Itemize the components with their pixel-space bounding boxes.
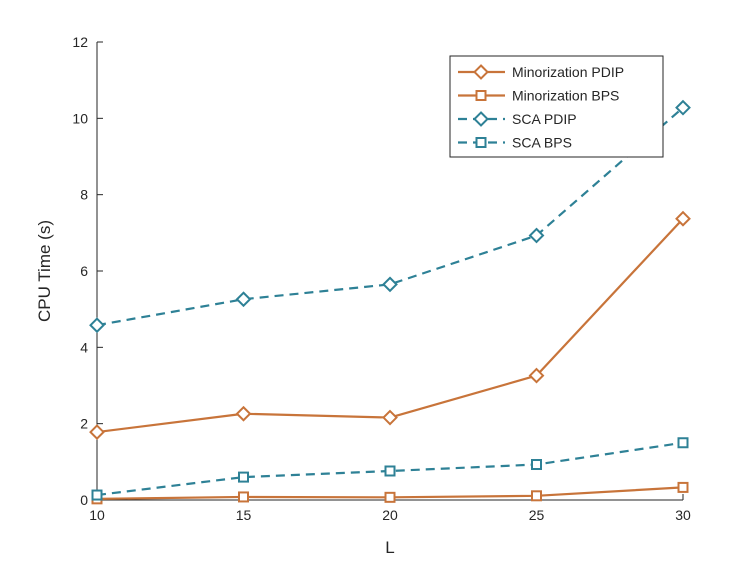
y-tick-label: 8 <box>80 187 88 203</box>
legend-item: Minorization BPS <box>458 88 619 104</box>
x-tick-label: 30 <box>675 507 691 523</box>
data-point <box>384 491 396 503</box>
legend-marker <box>475 90 487 101</box>
data-point <box>677 437 689 449</box>
series-line <box>96 441 684 497</box>
data-point <box>384 465 396 477</box>
y-tick-label: 4 <box>80 339 88 355</box>
data-point <box>382 409 398 426</box>
data-point <box>89 424 105 440</box>
x-axis-label: L <box>385 538 394 557</box>
legend-label: SCA BPS <box>512 135 572 151</box>
legend-label: Minorization PDIP <box>512 64 624 80</box>
data-point <box>531 459 542 471</box>
y-axis: 0 2 4 6 8 10 12 <box>72 34 103 508</box>
legend-label: SCA PDIP <box>512 111 577 127</box>
series-layer <box>89 99 691 505</box>
legend-label: Minorization BPS <box>512 88 619 104</box>
x-tick-label: 25 <box>529 507 545 523</box>
data-point <box>382 276 398 293</box>
data-point <box>89 317 105 334</box>
legend-marker <box>473 111 489 127</box>
data-point <box>238 471 249 483</box>
data-point <box>238 491 249 503</box>
y-tick-label: 6 <box>80 263 88 279</box>
data-point <box>235 291 252 308</box>
data-point <box>531 490 542 502</box>
legend-marker <box>473 64 489 80</box>
legend-item: Minorization PDIP <box>458 64 624 80</box>
x-tick-label: 15 <box>236 507 252 523</box>
x-tick-label: 20 <box>382 507 398 523</box>
series <box>89 99 691 334</box>
series <box>91 437 689 501</box>
data-point <box>528 227 545 244</box>
x-tick-label: 10 <box>89 507 105 523</box>
y-axis-label: CPU Time (s) <box>35 220 54 322</box>
series <box>89 210 691 440</box>
legend-item: SCA BPS <box>458 135 572 151</box>
data-point <box>91 489 103 501</box>
y-tick-label: 12 <box>72 34 88 50</box>
data-point <box>235 405 252 422</box>
data-point <box>675 99 691 116</box>
legend-item: SCA PDIP <box>458 111 577 127</box>
y-tick-label: 2 <box>80 416 88 432</box>
series-line <box>96 106 684 327</box>
data-point <box>528 367 545 384</box>
data-point <box>675 210 691 227</box>
legend-marker <box>475 137 487 148</box>
legend: Minorization PDIP Minorization BPS SCA PDI… <box>449 55 664 158</box>
data-point <box>677 481 689 493</box>
y-tick-label: 10 <box>72 110 88 126</box>
y-tick-label: 0 <box>80 492 88 508</box>
